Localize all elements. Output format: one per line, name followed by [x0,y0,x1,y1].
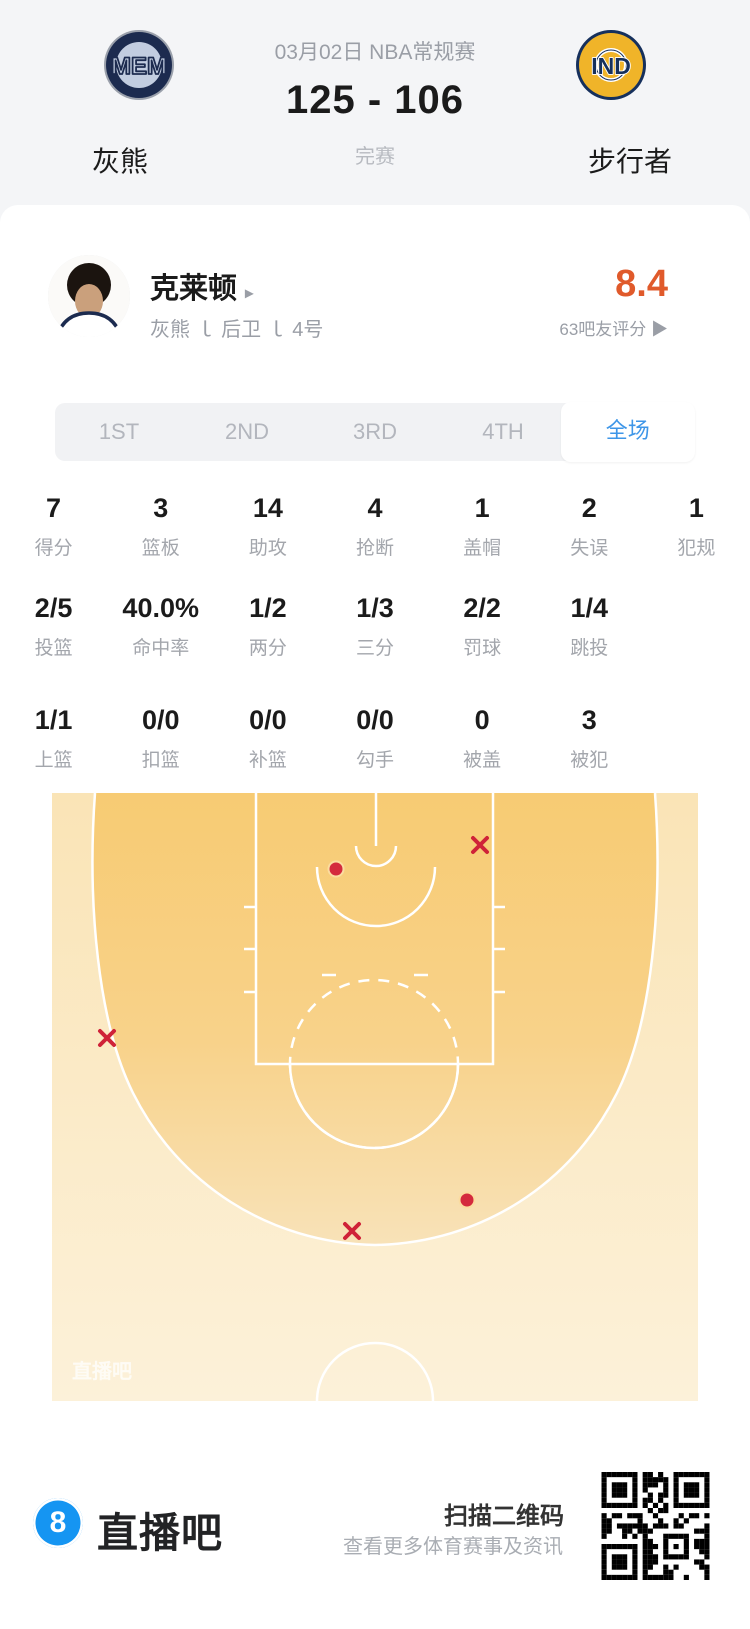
svg-text:MEM: MEM [111,53,167,80]
svg-text:直播吧: 直播吧 [72,1359,132,1383]
svg-text:IND: IND [591,53,631,79]
